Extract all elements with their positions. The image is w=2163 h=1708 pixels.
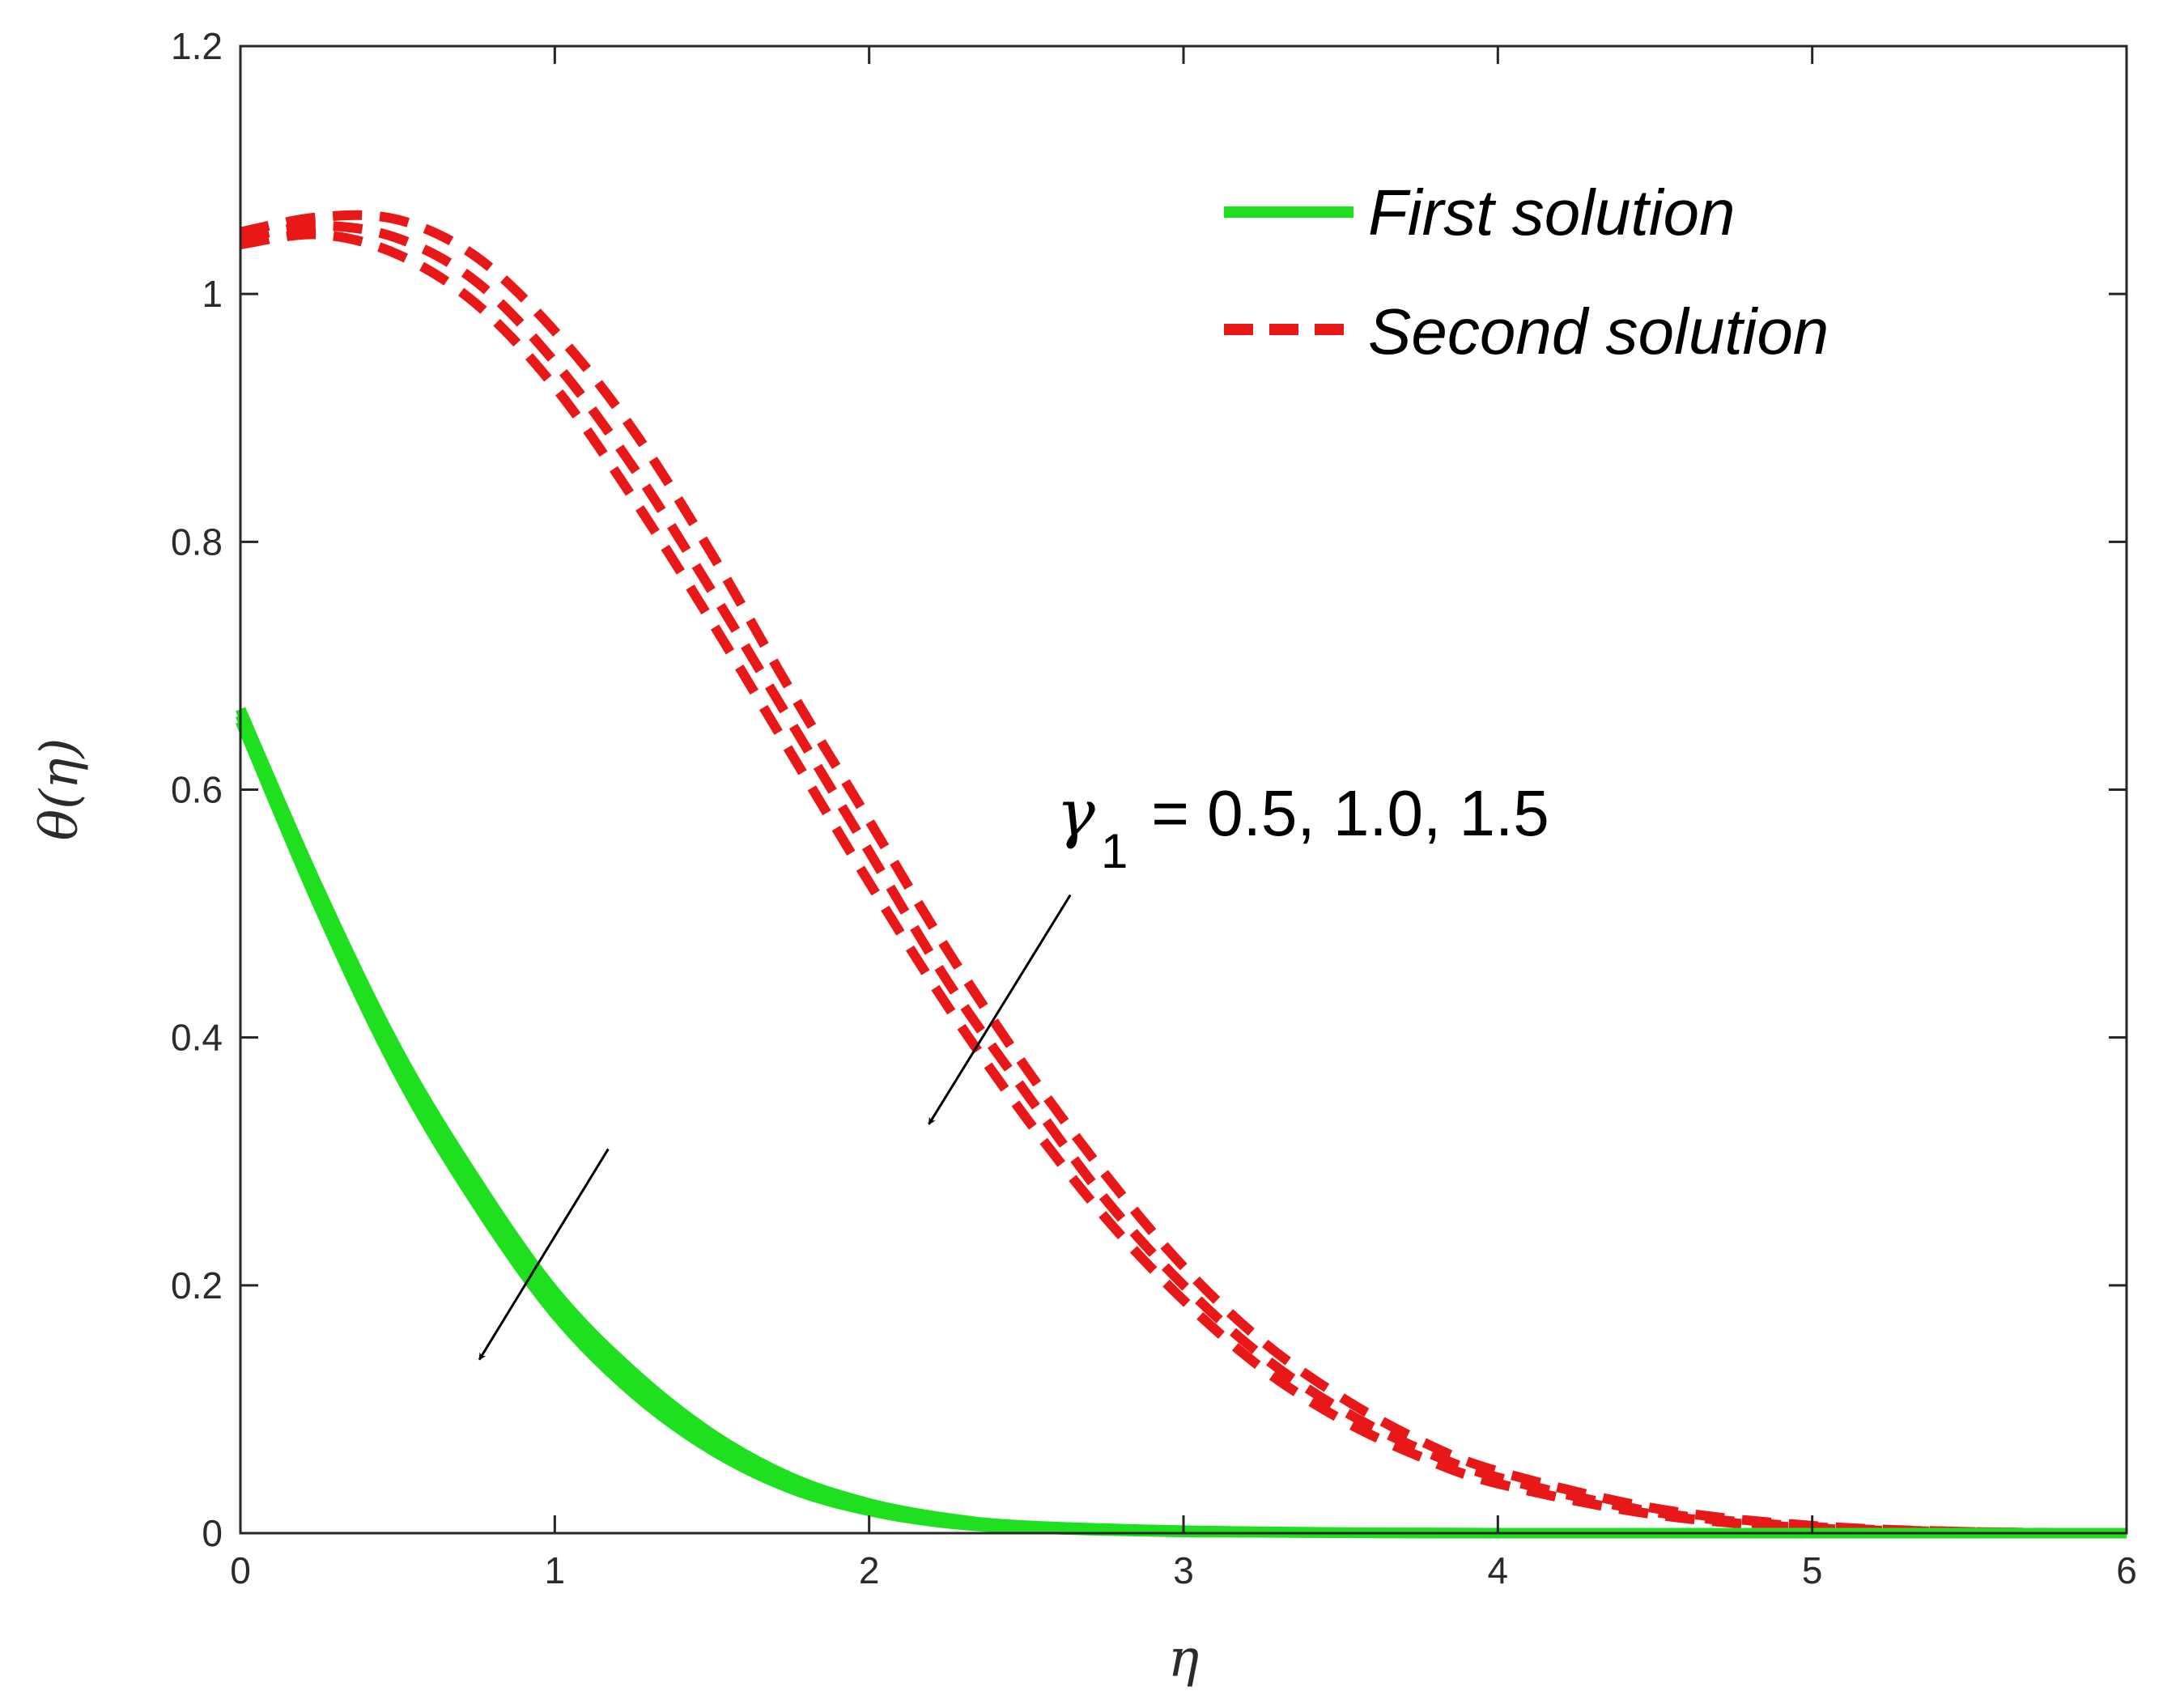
annotation-symbol: γ [1056, 775, 1095, 851]
second-solution-line-2 [239, 221, 2127, 1538]
ticks-layer: 0 1 2 3 4 5 6 0 0.2 0.4 0.6 0.8 1 1.2 [171, 25, 2137, 1591]
x-tick-label: 0 [230, 1549, 251, 1591]
axis-labels: η θ(η) [30, 738, 1199, 1689]
y-tick-label: 0 [202, 1512, 223, 1554]
x-axis-label: η [1168, 1629, 1199, 1689]
y-axis-label: θ(η) [30, 738, 90, 841]
y-tick-label: 1.2 [171, 25, 223, 67]
annotation-arrow-1 [478, 1148, 610, 1361]
y-tick-label: 0.6 [171, 769, 223, 811]
legend-label-first-solution: First solution [1368, 176, 1735, 249]
second-solution-line-3 [240, 229, 2127, 1538]
y-tick-label: 1 [202, 273, 223, 315]
annotation-arrow-2 [928, 894, 1072, 1125]
x-tick-label: 6 [2116, 1549, 2137, 1591]
y-tick-label: 0.8 [171, 520, 223, 563]
x-tick-label: 4 [1488, 1549, 1509, 1591]
x-tick-label: 3 [1173, 1549, 1194, 1591]
annotation-subscript: 1 [1101, 824, 1128, 878]
legend: First solution Second solution [1224, 176, 1829, 368]
x-tick-label: 5 [1802, 1549, 1823, 1591]
y-tick-label: 0.2 [171, 1264, 223, 1306]
gamma-annotation: γ 1 = 0.5, 1.0, 1.5 [1056, 775, 1549, 878]
legend-label-second-solution: Second solution [1368, 295, 1829, 368]
plot-area: 0 1 2 3 4 5 6 0 0.2 0.4 0.6 0.8 1 1.2 [171, 25, 2137, 1591]
second-solution-line-1 [239, 210, 2127, 1538]
annotation-values: = 0.5, 1.0, 1.5 [1133, 777, 1549, 849]
x-tick-label: 2 [859, 1549, 880, 1591]
y-tick-label: 0.4 [171, 1017, 223, 1059]
arrows-layer [478, 894, 1072, 1361]
x-tick-label: 1 [545, 1549, 566, 1591]
